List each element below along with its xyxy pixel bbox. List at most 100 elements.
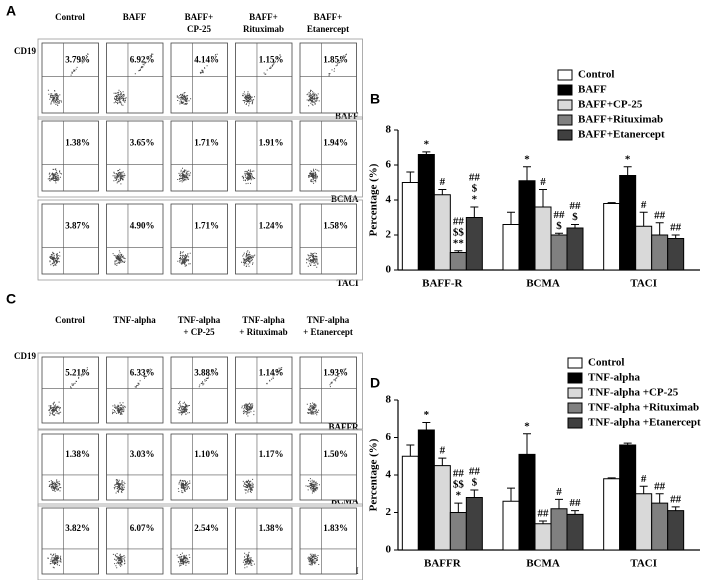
flow-plot	[299, 356, 357, 424]
bar	[502, 224, 520, 271]
column-header: + CP-25	[183, 327, 215, 337]
error-bar	[422, 151, 431, 155]
flow-dots	[241, 169, 256, 185]
flow-dots	[242, 54, 281, 107]
significance-mark: ##	[570, 200, 582, 212]
flow-dots	[113, 479, 126, 494]
flow-plot	[106, 507, 164, 575]
axis-marker-label: BAFFR	[329, 422, 359, 432]
error-bar	[470, 489, 479, 498]
row-frame	[37, 352, 363, 430]
significance-mark: $	[472, 183, 478, 195]
error-bar	[470, 206, 479, 218]
bar	[550, 234, 568, 271]
legend-swatch	[567, 417, 583, 429]
flow-plot	[106, 203, 164, 275]
error-bar	[507, 211, 515, 225]
error-bar	[571, 224, 579, 228]
bar	[465, 497, 483, 551]
y-tick-label: 8	[386, 394, 392, 406]
significance-mark: ##	[654, 480, 666, 492]
x-tick-label: BCMA	[526, 278, 560, 290]
error-bar	[671, 506, 680, 511]
percentage-label: 1.38%	[65, 137, 90, 147]
percentage-label: 1.94%	[323, 137, 348, 147]
column-header: Control	[55, 12, 85, 22]
x-tick-label: BCMA	[526, 558, 560, 570]
legend-swatch	[567, 387, 583, 399]
x-tick-label: TACI	[630, 558, 657, 570]
legend-label: Control	[578, 69, 614, 81]
row-frame	[37, 503, 363, 580]
flow-plot	[41, 433, 99, 501]
bar	[518, 180, 536, 271]
percentage-label: 3.65%	[130, 137, 155, 147]
column-header: TNF-alpha	[178, 315, 221, 325]
error-bar	[655, 222, 664, 235]
flow-dots	[176, 53, 218, 105]
error-bar	[607, 202, 616, 204]
error-bar	[507, 487, 515, 502]
bar	[401, 455, 419, 551]
bar	[635, 493, 653, 551]
flow-dots	[306, 368, 347, 416]
legend-label: BAFF+CP-25	[578, 99, 643, 111]
flow-plot	[41, 507, 99, 575]
percentage-label: 2.54%	[194, 523, 219, 533]
legend-swatch	[557, 114, 573, 126]
bar	[417, 429, 435, 551]
flow-dots	[242, 551, 255, 569]
error-bar	[571, 510, 579, 515]
row-frame	[37, 429, 363, 507]
significance-mark: $	[572, 211, 578, 223]
error-bar	[623, 166, 632, 176]
flow-dots	[305, 478, 320, 494]
error-bar	[623, 442, 632, 445]
column-header: TNF-alpha	[242, 315, 285, 325]
significance-mark: *	[524, 153, 530, 165]
bar	[635, 225, 653, 271]
bar	[518, 453, 536, 551]
y-tick-label: 0	[386, 544, 392, 556]
y-tick-label: 2	[386, 506, 392, 518]
error-bar	[555, 498, 563, 509]
flow-dots	[47, 553, 62, 569]
legend-label: TNF-alpha +Rituximab	[588, 402, 699, 414]
bar	[417, 154, 435, 271]
column-header: Rituximab	[243, 24, 284, 34]
legend-label: BAFF+Rituximab	[578, 114, 663, 126]
flow-dots	[176, 552, 191, 567]
bar	[603, 478, 621, 551]
row-frame	[37, 116, 363, 198]
significance-mark: *	[424, 409, 430, 421]
row-frame	[37, 38, 363, 120]
percentage-label: 1.85%	[323, 55, 348, 65]
y-tick-label: 6	[386, 431, 392, 443]
error-bar	[454, 502, 463, 513]
bar	[619, 444, 637, 551]
significance-mark: *	[625, 153, 631, 165]
legend-swatch	[557, 99, 573, 111]
row-frame	[37, 199, 363, 281]
flow-plot	[106, 433, 164, 501]
column-header: BAFF+	[249, 12, 278, 22]
significance-mark: ##	[453, 468, 465, 480]
flow-dots	[177, 368, 217, 416]
legend-label: TNF-alpha +Etanercept	[588, 417, 701, 429]
flow-dots	[307, 553, 320, 566]
percentage-label: 3.88%	[194, 368, 219, 378]
percentage-label: 6.92%	[130, 55, 155, 65]
legend-swatch	[557, 69, 573, 81]
flow-dots	[49, 251, 61, 267]
flow-plot	[170, 507, 228, 575]
significance-mark: *	[472, 194, 478, 206]
legend-label: Control	[588, 357, 624, 369]
axis-marker-label: TACI	[337, 278, 359, 288]
column-header: Etanercept	[307, 24, 349, 34]
bar	[603, 203, 621, 271]
error-bar	[639, 485, 648, 494]
percentage-label: 1.58%	[323, 220, 348, 230]
error-bar	[539, 520, 547, 524]
significance-mark: *	[456, 490, 462, 502]
significance-mark: #	[440, 445, 446, 457]
